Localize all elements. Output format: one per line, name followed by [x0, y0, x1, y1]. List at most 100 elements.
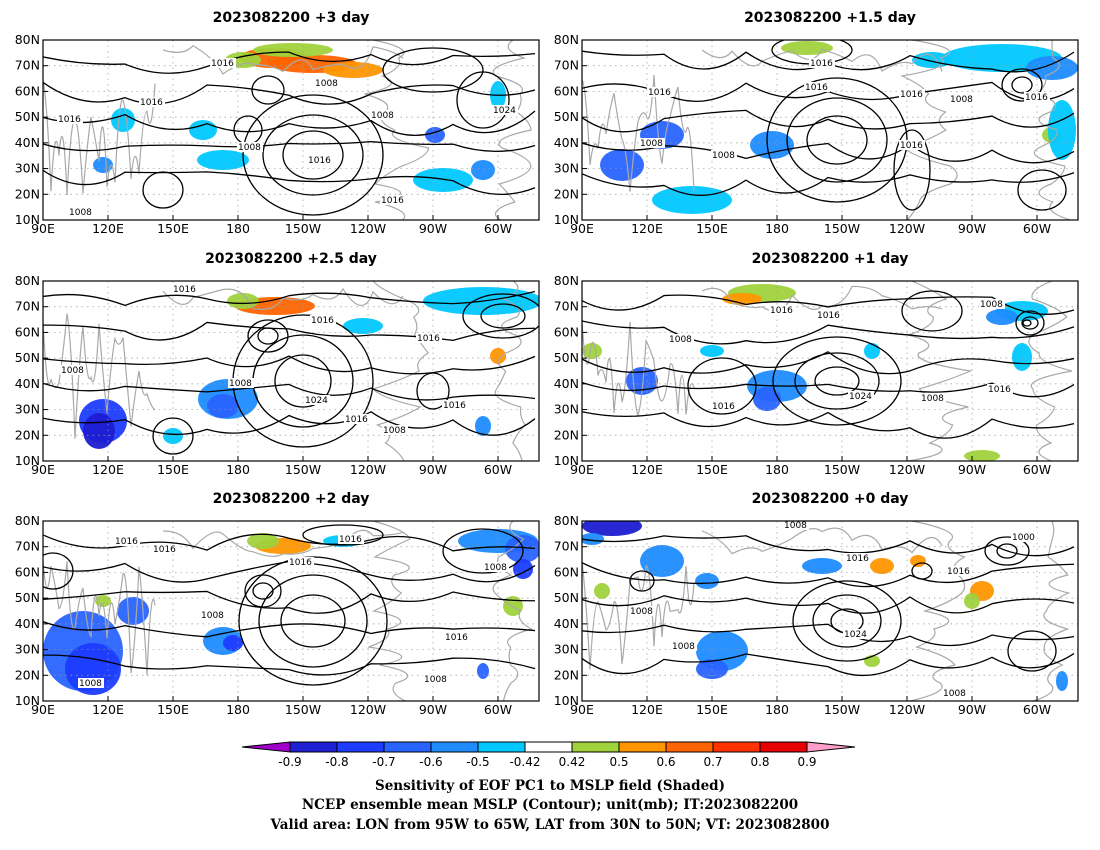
- colorbar-cell: [289, 741, 338, 753]
- contour-label: 1016: [900, 90, 923, 100]
- isobar-high: [1007, 630, 1057, 672]
- lat-tick-label: 60N: [554, 83, 579, 98]
- contour-label-bg: [843, 629, 869, 639]
- contour-label: 1016: [211, 59, 234, 69]
- contour-label: 1008: [640, 139, 663, 149]
- lon-tick-label: 60W: [1023, 702, 1051, 717]
- contour-label-bg: [57, 114, 83, 124]
- colorbar-tick-label: 0.42: [559, 755, 586, 769]
- isobar-high: [1017, 169, 1067, 211]
- isobar-high: [687, 357, 757, 415]
- contour-label-bg: [68, 207, 94, 217]
- isobar-low: [251, 75, 285, 105]
- contour-label: 1008: [784, 521, 807, 531]
- lat-tick-label: 80N: [554, 32, 579, 47]
- lat-tick-label: 70N: [554, 58, 579, 73]
- contour-label: 1016: [648, 88, 671, 98]
- sensitivity-shade: [505, 535, 539, 563]
- sensitivity-shade: [600, 149, 644, 181]
- contour-label: 1016: [289, 558, 312, 568]
- contour-label: 1016: [988, 385, 1011, 395]
- colorbar-tick-label: -0.42: [509, 755, 540, 769]
- coastline: [162, 45, 404, 75]
- contour-label: 1008: [943, 689, 966, 699]
- sensitivity-shade: [582, 521, 642, 536]
- lon-tick-label: 150E: [157, 702, 189, 717]
- lat-tick-label: 80N: [15, 513, 40, 528]
- contour-label: 1016: [381, 196, 404, 206]
- coastline: [492, 40, 532, 220]
- lat-tick-label: 40N: [15, 135, 40, 150]
- isobar-low: [382, 47, 484, 93]
- colorbar: -0.9 -0.8 -0.7 -0.6 -0.5 -0.42 0.42 0.5 0.6 0.7 0.…: [241, 741, 856, 769]
- lon-tick-label: 60W: [1023, 462, 1051, 477]
- sensitivity-shade: [696, 659, 728, 679]
- isobar-wave: [43, 81, 536, 105]
- panels: 2023082200 +3 day10161016101610081008100…: [15, 10, 1079, 717]
- lon-tick-label: 150E: [696, 221, 728, 236]
- coastline: [582, 74, 695, 192]
- map-panel-1: 2023082200 +3 day 1016 1016 1016 1008 1008 100…: [15, 10, 540, 236]
- lat-tick-label: 10N: [554, 693, 579, 708]
- contour-label-bg: [848, 391, 874, 401]
- panel-plot-area: 1016 1016 1008 1008 1016 1024 1008 1016: [582, 281, 1078, 461]
- lat-tick-label: 40N: [554, 376, 579, 391]
- contour-label: 1016: [810, 59, 833, 69]
- lon-tick-label: 90E: [570, 462, 594, 477]
- sensitivity-shade: [413, 168, 473, 192]
- panel-title: 2023082200 +1.5 day: [744, 10, 916, 26]
- contour-label: 1008: [69, 208, 92, 218]
- contour-label-bg: [671, 641, 697, 651]
- contour-label: 1016: [443, 401, 466, 411]
- sensitivity-shade: [93, 157, 113, 173]
- sensitivity-shade: [582, 533, 604, 545]
- lat-tick-label: 20N: [554, 427, 579, 442]
- isobar-wave: [43, 355, 536, 375]
- sensitivity-shade: [695, 573, 719, 589]
- isobar-wave: [43, 110, 536, 136]
- lon-tick-label: 120W: [889, 702, 925, 717]
- contour-label-bg: [423, 674, 449, 684]
- lat-tick-label: 80N: [554, 273, 579, 288]
- lat-tick-label: 80N: [554, 513, 579, 528]
- contour-label: 1008: [712, 151, 735, 161]
- panel-frame: [581, 280, 1079, 462]
- colorbar-upper-triangle: [806, 741, 856, 753]
- isobar-wave: [582, 294, 1075, 315]
- contour-label-bg: [382, 425, 408, 435]
- sensitivity-shade: [477, 663, 489, 679]
- contour-label-bg: [338, 534, 364, 544]
- coastline: [906, 281, 973, 461]
- contour-label-bg: [314, 78, 340, 88]
- colorbar-cell: [524, 741, 573, 753]
- isobar-low: [442, 528, 524, 574]
- isobar-wave: [43, 411, 536, 436]
- coastline: [701, 48, 943, 72]
- isobar-high: [242, 94, 384, 216]
- lat-tick-label: 50N: [15, 350, 40, 365]
- contour-label-bg: [845, 553, 871, 563]
- isobar-wave: [582, 653, 1075, 677]
- isobar-low: [247, 319, 289, 353]
- contour-label: 1016: [900, 141, 923, 151]
- lon-tick-label: 150W: [285, 221, 321, 236]
- isobars: [582, 535, 1075, 677]
- sensitivity-shade: [986, 309, 1018, 325]
- lat-tick-label: 50N: [15, 590, 40, 605]
- lon-tick-label: 90W: [419, 702, 447, 717]
- colorbar-tick-label: -0.9: [278, 755, 301, 769]
- isobar-wave: [582, 109, 1075, 133]
- contour-label: 1008: [229, 379, 252, 389]
- contour-label: 1024: [305, 396, 328, 406]
- lat-tick-label: 20N: [554, 186, 579, 201]
- lon-tick-label: 180: [765, 702, 789, 717]
- caption-line-2: NCEP ensemble mean MSLP (Contour); unit(…: [302, 797, 798, 813]
- panel-plot-area: 1016 1016 1016 1008 1008 1008 1016 1024 1016 1008: [43, 40, 539, 220]
- lat-tick-label: 30N: [554, 161, 579, 176]
- isobar-low: [257, 327, 279, 345]
- lon-tick-label: 120W: [889, 462, 925, 477]
- coastline: [364, 40, 430, 220]
- contour-label: 1016: [805, 83, 828, 93]
- isobar-high: [274, 354, 332, 408]
- lat-tick-label: 50N: [554, 590, 579, 605]
